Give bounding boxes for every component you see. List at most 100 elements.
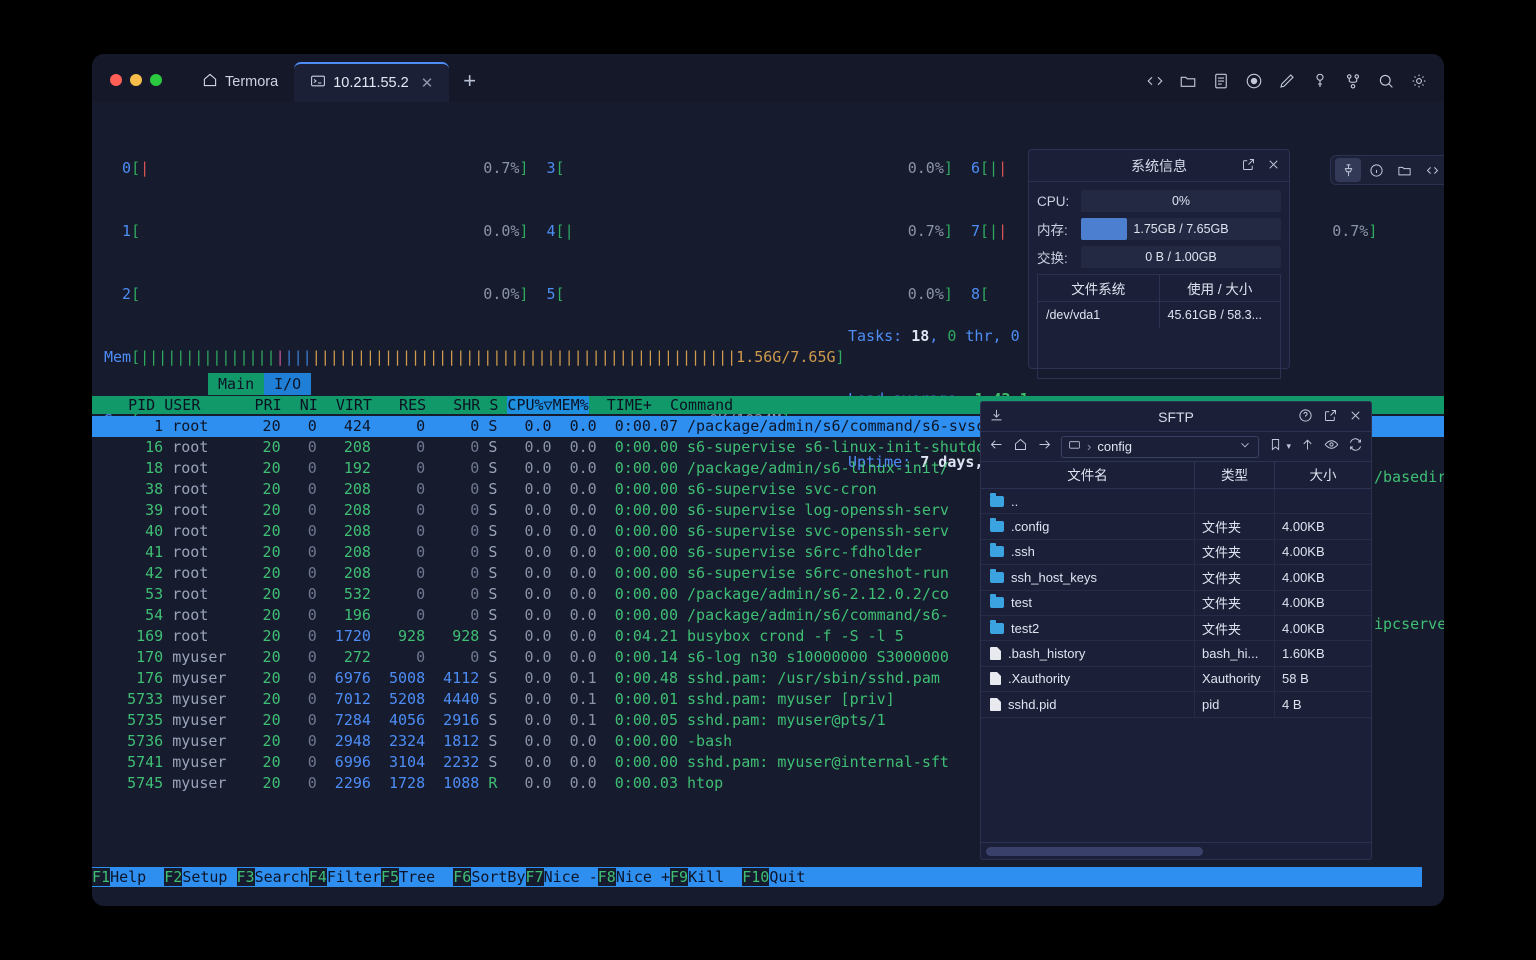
arrow-right-icon[interactable] xyxy=(1037,437,1052,457)
folder-icon[interactable] xyxy=(1391,158,1417,182)
list-item[interactable]: .Xauthority Xauthority 58 B xyxy=(981,666,1371,693)
table-row[interactable]: /dev/vda1 45.61GB / 58.3... xyxy=(1038,302,1280,328)
notes-icon[interactable] xyxy=(1210,70,1232,92)
table-row[interactable]: 5741 myuser 20 0 6996 3104 2232 S 0.0 0.… xyxy=(92,752,1444,773)
table-row[interactable]: 54 root 20 0 196 0 0 S 0.0 0.0 0:00.00 /… xyxy=(92,605,1444,626)
code-icon[interactable] xyxy=(1419,158,1444,182)
eye-icon[interactable] xyxy=(1324,437,1339,457)
key-icon[interactable] xyxy=(1309,70,1331,92)
fn-label-f1[interactable]: Help xyxy=(110,868,165,886)
cell-mem: 0.1 xyxy=(551,711,597,729)
table-row[interactable]: 18 root 20 0 192 0 0 S 0.0 0.0 0:00.00 /… xyxy=(92,458,1444,479)
code-icon[interactable] xyxy=(1144,70,1166,92)
refresh-icon[interactable] xyxy=(1348,437,1363,457)
sftp-scroll-thumb[interactable] xyxy=(986,847,1203,856)
process-table[interactable]: 1 root 20 0 424 0 0 S 0.0 0.0 0:00.07 /p… xyxy=(92,416,1444,794)
table-row[interactable]: 5735 myuser 20 0 7284 4056 2916 S 0.0 0.… xyxy=(92,710,1444,731)
arrow-up-icon[interactable] xyxy=(1300,437,1315,457)
fn-key-f7[interactable]: F7 xyxy=(525,868,544,886)
help-circle-icon[interactable] xyxy=(1298,408,1313,428)
fn-label-f7[interactable]: Nice - xyxy=(543,868,598,886)
maximize-button[interactable] xyxy=(150,74,162,86)
home-icon[interactable] xyxy=(1013,437,1028,457)
table-row[interactable]: 39 root 20 0 208 0 0 S 0.0 0.0 0:00.00 s… xyxy=(92,500,1444,521)
table-row[interactable]: 38 root 20 0 208 0 0 S 0.0 0.0 0:00.00 s… xyxy=(92,479,1444,500)
list-item[interactable]: .. xyxy=(981,489,1371,515)
chevron-down-icon[interactable] xyxy=(1238,438,1252,455)
list-item[interactable]: test 文件夹 4.00KB xyxy=(981,590,1371,616)
table-row[interactable]: 16 root 20 0 208 0 0 S 0.0 0.0 0:00.00 s… xyxy=(92,437,1444,458)
pencil-icon[interactable] xyxy=(1276,70,1298,92)
cell-shr: 0 xyxy=(425,585,480,603)
fn-key-f9[interactable]: F9 xyxy=(670,868,689,886)
tab-termora[interactable]: Termora xyxy=(186,62,294,102)
table-row[interactable]: 42 root 20 0 208 0 0 S 0.0 0.0 0:00.00 s… xyxy=(92,563,1444,584)
table-row[interactable]: 5736 myuser 20 0 2948 2324 1812 S 0.0 0.… xyxy=(92,731,1444,752)
sftp-col-name[interactable]: 文件名 xyxy=(981,462,1195,488)
fn-key-f5[interactable]: F5 xyxy=(381,868,400,886)
branch-icon[interactable] xyxy=(1342,70,1364,92)
table-row[interactable]: 41 root 20 0 208 0 0 S 0.0 0.0 0:00.00 s… xyxy=(92,542,1444,563)
search-icon[interactable] xyxy=(1375,70,1397,92)
close-icon[interactable] xyxy=(1348,408,1363,428)
fn-label-f10[interactable]: Quit xyxy=(769,868,824,886)
arrow-left-icon[interactable] xyxy=(989,437,1004,457)
folder-icon[interactable] xyxy=(1177,70,1199,92)
cell-pri: 20 xyxy=(253,480,281,498)
fn-label-f5[interactable]: Tree xyxy=(399,868,454,886)
table-row[interactable]: 169 root 20 0 1720 928 928 S 0.0 0.0 0:0… xyxy=(92,626,1444,647)
fn-key-f1[interactable]: F1 xyxy=(92,868,111,886)
info-icon[interactable] xyxy=(1363,158,1389,182)
list-item[interactable]: .config 文件夹 4.00KB xyxy=(981,514,1371,540)
home-icon xyxy=(202,72,218,92)
fn-key-f8[interactable]: F8 xyxy=(597,868,616,886)
process-header-sort[interactable]: CPU%▽MEM% xyxy=(507,396,589,414)
list-item[interactable]: test2 文件夹 4.00KB xyxy=(981,615,1371,642)
external-link-icon[interactable] xyxy=(1323,408,1338,428)
pin-icon[interactable] xyxy=(1335,158,1361,182)
fn-label-f3[interactable]: Search xyxy=(254,868,309,886)
minimize-button[interactable] xyxy=(130,74,142,86)
download-icon[interactable] xyxy=(989,408,1004,428)
fn-label-f9[interactable]: Kill xyxy=(688,868,743,886)
close-button[interactable] xyxy=(110,74,122,86)
gear-icon[interactable] xyxy=(1408,70,1430,92)
record-icon[interactable] xyxy=(1243,70,1265,92)
table-row[interactable]: 53 root 20 0 532 0 0 S 0.0 0.0 0:00.00 /… xyxy=(92,584,1444,605)
fn-label-f4[interactable]: Filter xyxy=(326,868,381,886)
htop-tab-main[interactable]: Main xyxy=(208,373,265,395)
list-item[interactable]: sshd.pid pid 4 B xyxy=(981,692,1371,718)
fn-key-f10[interactable]: F10 xyxy=(742,868,770,886)
fn-label-f8[interactable]: Nice + xyxy=(615,868,670,886)
fn-label-f2[interactable]: Setup xyxy=(182,868,237,886)
fn-key-f3[interactable]: F3 xyxy=(236,868,255,886)
sftp-horizontal-scrollbar[interactable] xyxy=(981,842,1371,859)
fn-label-f6[interactable]: SortBy xyxy=(471,868,526,886)
sftp-path-input[interactable]: › config xyxy=(1061,435,1260,458)
tab-session[interactable]: 10.211.55.2 ✕ xyxy=(294,62,450,102)
sftp-file-list[interactable]: .. .config 文件夹 4.00KB .ssh 文件夹 4.00KB ssh_host_… xyxy=(981,489,1371,718)
sftp-col-size[interactable]: 大小 xyxy=(1309,468,1337,483)
list-item[interactable]: .bash_history bash_hi... 1.60KB xyxy=(981,641,1371,667)
table-row[interactable]: 176 myuser 20 0 6976 5008 4112 S 0.0 0.1… xyxy=(92,668,1444,689)
tab-close-icon[interactable]: ✕ xyxy=(420,75,434,92)
list-item[interactable]: .ssh 文件夹 4.00KB xyxy=(981,539,1371,566)
external-link-icon[interactable] xyxy=(1241,157,1256,175)
table-row[interactable]: 170 myuser 20 0 272 0 0 S 0.0 0.0 0:00.1… xyxy=(92,647,1444,668)
table-row[interactable]: 5745 myuser 20 0 2296 1728 1088 R 0.0 0.… xyxy=(92,773,1444,794)
sftp-col-type[interactable]: 类型 xyxy=(1195,462,1275,488)
table-row[interactable]: 5733 myuser 20 0 7012 5208 4440 S 0.0 0.… xyxy=(92,689,1444,710)
function-key-bar[interactable]: F1Help F2Setup F3SearchF4FilterF5Tree F6… xyxy=(92,867,1422,887)
sftp-scroll-track[interactable] xyxy=(986,847,1366,856)
fn-key-f2[interactable]: F2 xyxy=(164,868,183,886)
fn-key-f6[interactable]: F6 xyxy=(453,868,472,886)
bookmark-caret-icon[interactable]: ▾ xyxy=(1286,441,1291,451)
table-row[interactable]: 40 root 20 0 208 0 0 S 0.0 0.0 0:00.00 s… xyxy=(92,521,1444,542)
htop-tab-io[interactable]: I/O xyxy=(264,373,312,395)
fn-key-f4[interactable]: F4 xyxy=(308,868,327,886)
close-icon[interactable] xyxy=(1266,157,1281,175)
list-item[interactable]: ssh_host_keys 文件夹 4.00KB xyxy=(981,565,1371,591)
new-tab-button[interactable]: + xyxy=(463,68,477,93)
bookmark-icon[interactable] xyxy=(1268,437,1283,457)
cell-ni: 0 xyxy=(280,774,317,792)
